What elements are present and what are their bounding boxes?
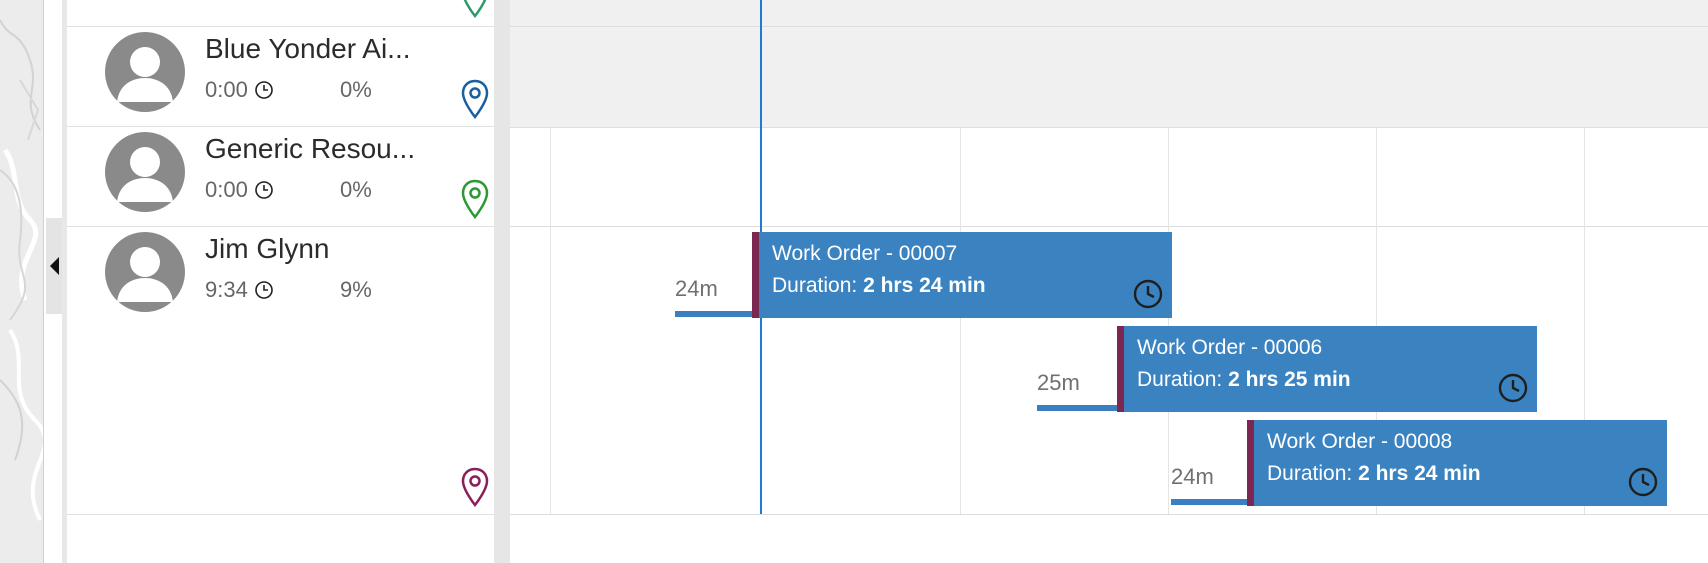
list-board-splitter[interactable] [494,0,510,563]
grid-column-line [1376,127,1377,514]
booking-duration: Duration: 2 hrs 25 min [1137,368,1351,392]
resource-hours: 0:00 [205,177,274,203]
duration-label: Duration: [1267,462,1353,485]
grid-row-line [510,226,1708,227]
avatar [105,232,185,312]
resource-utilization: 0% [340,177,372,202]
travel-time-bar [675,311,753,317]
avatar [105,132,185,212]
avatar [105,32,185,112]
booking-duration: Duration: 2 hrs 24 min [772,274,986,298]
clock-icon [1133,279,1163,309]
booking-work-order-00007[interactable]: Work Order - 00007 Duration: 2 hrs 24 mi… [752,232,1172,318]
clock-icon [255,81,273,99]
schedule-board[interactable]: 24m Work Order - 00007 Duration: 2 hrs 2… [510,0,1708,563]
resource-row-generic[interactable]: Generic Resou... 0:00 0% [67,127,494,226]
row-divider [67,514,494,515]
map-panel-strip[interactable] [0,0,44,563]
booking-status-accent [1247,420,1254,506]
booking-work-order-00008[interactable]: Work Order - 00008 Duration: 2 hrs 24 mi… [1247,420,1667,506]
booking-title: Work Order - 00006 [1137,336,1323,359]
booking-status-accent [752,232,759,318]
clock-icon [1628,467,1658,497]
clock-icon [255,281,273,299]
map-roads-graphic [0,19,43,521]
grid-column-line [960,127,961,514]
resource-utilization: 9% [340,277,372,302]
location-pin-icon[interactable] [461,179,489,219]
duration-label: Duration: [772,274,858,297]
resource-name: Blue Yonder Ai... [205,33,411,64]
non-working-hours-area [510,0,1708,127]
resource-hours-value: 9:34 [205,277,248,302]
booking-duration: Duration: 2 hrs 24 min [1267,462,1481,486]
duration-value: 2 hrs 24 min [863,274,986,297]
travel-time-bar [1171,499,1248,505]
duration-value: 2 hrs 24 min [1358,462,1481,485]
grid-row-line [510,514,1708,515]
grid-column-line [1168,127,1169,514]
row-divider [67,226,494,227]
resource-utilization: 0% [340,77,372,102]
duration-value: 2 hrs 25 min [1228,368,1351,391]
duration-label: Duration: [1137,368,1223,391]
booking-status-accent [1117,326,1124,412]
grid-row-line [510,127,1708,128]
location-pin-icon[interactable] [461,467,489,507]
booking-title: Work Order - 00007 [772,242,958,265]
resource-hours: 9:34 [205,277,274,303]
panel-divider [62,0,67,563]
grid-column-line [550,127,551,514]
travel-time-bar [1037,405,1117,411]
collapse-map-button[interactable] [46,218,62,314]
location-pin-icon[interactable] [461,0,489,18]
resource-hours-value: 0:00 [205,77,248,102]
resource-row-jim-glynn[interactable]: Jim Glynn 9:34 9% [67,227,494,514]
resource-list: Blue Yonder Ai... 0:00 0% Generic Resou.… [67,0,494,563]
resource-hours-value: 0:00 [205,177,248,202]
resource-hours: 0:00 [205,77,274,103]
travel-time-label: 25m [1037,370,1080,395]
row-divider [67,26,494,27]
chevron-left-icon [49,257,59,275]
booking-work-order-00006[interactable]: Work Order - 00006 Duration: 2 hrs 25 mi… [1117,326,1537,412]
resource-name: Generic Resou... [205,133,416,164]
row-divider [67,126,494,127]
travel-time-label: 24m [1171,464,1214,489]
grid-column-line [1584,127,1585,514]
clock-icon [255,181,273,199]
resource-name: Jim Glynn [205,233,330,264]
booking-title: Work Order - 00008 [1267,430,1453,453]
clock-icon [1498,373,1528,403]
travel-time-label: 24m [675,276,718,301]
grid-row-line [510,26,1708,27]
location-pin-icon[interactable] [461,79,489,119]
resource-row-blue-yonder[interactable]: Blue Yonder Ai... 0:00 0% [67,27,494,126]
